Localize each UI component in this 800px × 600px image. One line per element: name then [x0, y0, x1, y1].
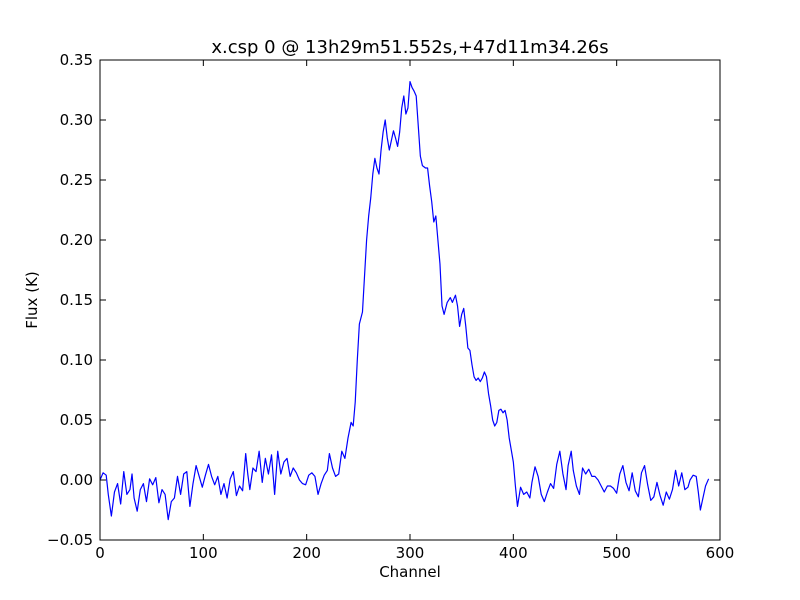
y-tick-label: 0.20 — [60, 231, 93, 249]
x-tick-label: 0 — [95, 544, 105, 562]
x-tick-label: 200 — [292, 544, 321, 562]
flux-series-line — [99, 81, 710, 521]
y-tick-label: 0.25 — [60, 171, 93, 189]
y-tick-label: 0.15 — [60, 291, 93, 309]
x-tick-label: 500 — [602, 544, 631, 562]
y-tick-label: 0.00 — [60, 471, 93, 489]
y-axis-label: Flux (K) — [23, 271, 41, 329]
x-tick-label: 100 — [189, 544, 218, 562]
x-tick-label: 300 — [396, 544, 425, 562]
y-tick-label: −0.05 — [47, 531, 93, 549]
x-axis-label: Channel — [379, 563, 441, 581]
x-tick-label: 600 — [706, 544, 735, 562]
y-tick-label: 0.35 — [60, 51, 93, 69]
chart-title: x.csp 0 @ 13h29m51.552s,+47d11m34.26s — [211, 37, 608, 58]
plot-frame — [99, 59, 721, 541]
y-tick-label: 0.05 — [60, 411, 93, 429]
y-tick-label: 0.30 — [60, 111, 93, 129]
y-tick-label: 0.10 — [60, 351, 93, 369]
x-tick-label: 400 — [499, 544, 528, 562]
